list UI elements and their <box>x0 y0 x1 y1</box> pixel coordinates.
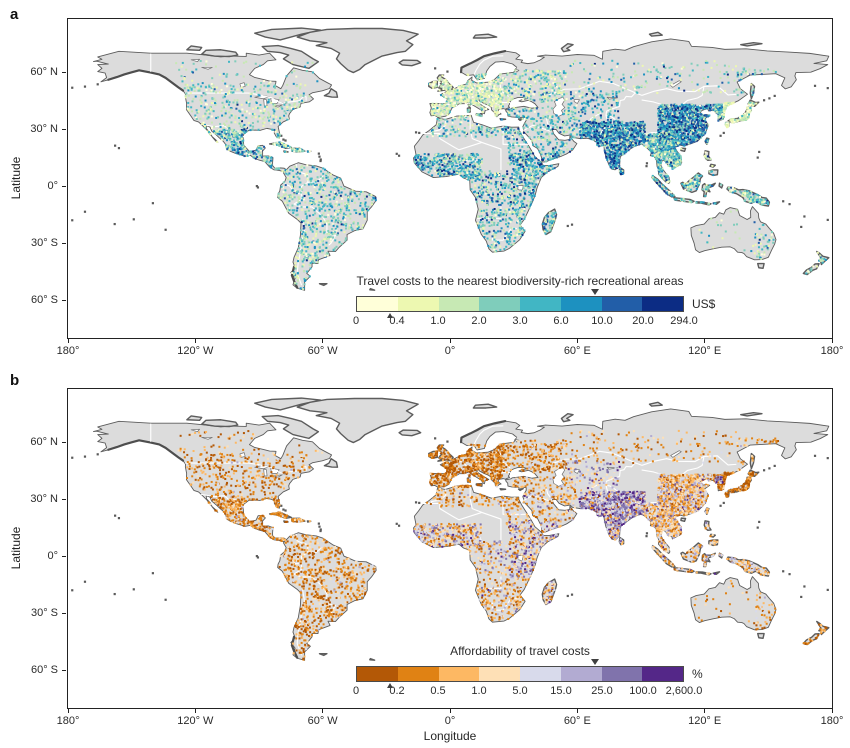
y-tick-mark <box>62 498 66 500</box>
x-tick-label: 120° W <box>177 345 214 357</box>
x-tick-label: 60° W <box>307 345 338 357</box>
panel-label-b: b <box>10 372 20 389</box>
world-map-b <box>68 389 832 708</box>
y-tick-label: 0° <box>47 180 58 193</box>
x-tick-mark <box>322 709 324 713</box>
map-panel-a: Travel costs to the nearest biodiversity… <box>67 18 833 339</box>
y-tick-mark <box>62 299 66 301</box>
x-tick-mark <box>67 709 69 713</box>
x-tick-mark <box>194 339 196 343</box>
x-tick-mark <box>704 709 706 713</box>
x-tick-mark <box>449 339 451 343</box>
y-tick-mark <box>62 128 66 130</box>
x-tick-label: 0° <box>444 715 456 727</box>
y-tick-label: 60° S <box>30 294 58 307</box>
y-tick-label: 30° N <box>30 123 58 136</box>
x-tick-mark <box>67 339 69 343</box>
y-tick-mark <box>62 441 66 443</box>
y-tick-mark <box>62 242 66 244</box>
x-tick-label: 60° W <box>307 715 338 727</box>
x-tick-mark <box>449 709 451 713</box>
x-tick-label: 180° <box>820 715 844 727</box>
y-axis-title-a: Latitude <box>9 156 23 200</box>
x-tick-mark <box>576 709 578 713</box>
panel-label-a: a <box>10 6 19 23</box>
x-tick-mark <box>831 339 833 343</box>
x-tick-label: 180° <box>820 345 844 357</box>
y-tick-mark <box>62 669 66 671</box>
x-tick-label: 180° <box>56 715 80 727</box>
x-tick-mark <box>704 339 706 343</box>
x-tick-mark <box>194 709 196 713</box>
y-tick-mark <box>62 612 66 614</box>
x-tick-label: 120° E <box>688 715 722 727</box>
world-map-a <box>68 19 832 338</box>
y-tick-mark <box>62 71 66 73</box>
x-tick-label: 120° E <box>688 345 722 357</box>
y-tick-label: 0° <box>47 550 58 563</box>
y-tick-mark <box>62 185 66 187</box>
x-tick-label: 0° <box>444 345 456 357</box>
x-tick-label: 120° W <box>177 715 214 727</box>
x-tick-mark <box>576 339 578 343</box>
y-tick-label: 30° N <box>30 493 58 506</box>
y-tick-label: 60° N <box>30 436 58 449</box>
y-tick-label: 30° S <box>30 607 58 620</box>
x-tick-label: 60° E <box>563 345 591 357</box>
map-panel-b: Affordability of travel costs 0 0.2 0.5 1.0… <box>67 388 833 709</box>
x-tick-label: 180° <box>56 345 80 357</box>
x-tick-label: 60° E <box>563 715 591 727</box>
x-tick-mark <box>831 709 833 713</box>
y-tick-label: 60° N <box>30 66 58 79</box>
y-tick-label: 60° S <box>30 664 58 677</box>
x-axis-title: Longitude <box>423 729 477 743</box>
x-tick-mark <box>322 339 324 343</box>
y-tick-label: 30° S <box>30 237 58 250</box>
y-tick-mark <box>62 555 66 557</box>
y-axis-title-b: Latitude <box>9 526 23 570</box>
